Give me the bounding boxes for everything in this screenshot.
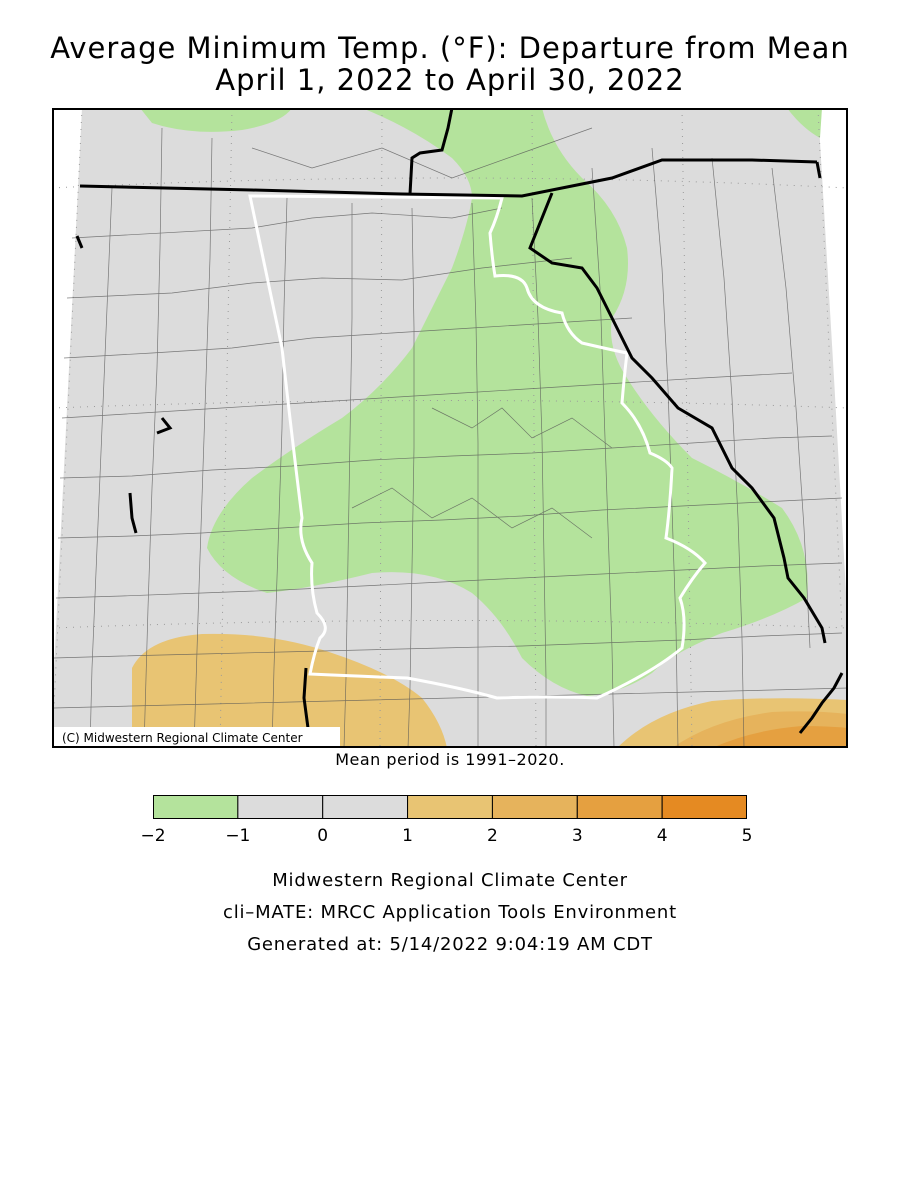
cool-anomaly-top-right <box>787 108 822 138</box>
footer-tool-name: cli–MATE: MRCC Application Tools Environ… <box>223 902 677 923</box>
warm-anomaly-southwest <box>132 633 447 748</box>
state-boundary <box>248 194 707 700</box>
legend-swatch <box>153 795 239 819</box>
legend-swatch <box>322 795 409 819</box>
legend-swatch <box>407 795 493 819</box>
map-title: Average Minimum Temp. (°F): Departure fr… <box>50 31 850 65</box>
legend-frame <box>153 795 747 819</box>
legend-tick-label: 2 <box>487 826 498 846</box>
cool-anomaly-top-left <box>140 108 292 132</box>
legend-tick-label: 5 <box>741 826 753 846</box>
legend-swatch <box>491 795 578 819</box>
legend-swatch <box>237 795 324 819</box>
map-border <box>52 108 848 748</box>
legend-tick-label: −2 <box>140 826 166 846</box>
color-legend <box>153 795 747 819</box>
copyright-box <box>54 727 340 746</box>
cool-anomaly-main <box>207 108 808 696</box>
legend-tick-label: 0 <box>317 826 329 846</box>
copyright-text: (C) Midwestern Regional Climate Center <box>62 731 303 745</box>
warm-anomaly-southeast-3 <box>712 726 848 748</box>
border-lines <box>75 108 844 734</box>
county-lines <box>53 127 848 748</box>
legend-tick-label: 4 <box>656 826 668 846</box>
temperature-departure-map: (C) Midwestern Regional Climate Center <box>52 108 848 748</box>
legend-swatch <box>661 795 747 819</box>
legend-tick-label: 3 <box>571 826 583 846</box>
footer-organization: Midwestern Regional Climate Center <box>272 870 628 891</box>
legend-tick-label: −1 <box>225 826 251 846</box>
mean-period-note: Mean period is 1991–2020. <box>335 750 565 769</box>
map-date-range: April 1, 2022 to April 30, 2022 <box>215 63 685 97</box>
legend-tick-label: 1 <box>402 826 413 846</box>
legend-swatch <box>576 795 663 819</box>
footer-generated-at: Generated at: 5/14/2022 9:04:19 AM CDT <box>247 934 653 955</box>
